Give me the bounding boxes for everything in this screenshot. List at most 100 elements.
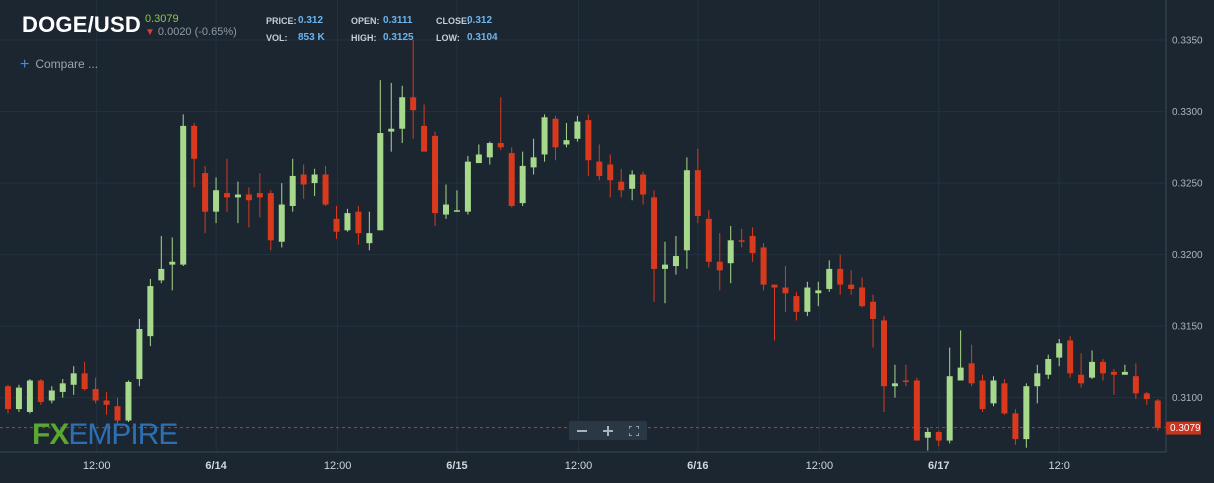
fit-button[interactable] [623, 425, 645, 436]
candle [804, 281, 811, 317]
candle [267, 190, 274, 251]
candle [1045, 354, 1052, 380]
down-arrow-icon: ▼ [145, 27, 155, 38]
candle-body [881, 320, 887, 387]
axes: 0.3100 0.3150 0.3200 0.3250 0.3300 0.3350 12:0… [0, 0, 1203, 472]
candle-body [224, 193, 230, 198]
candle [1121, 364, 1128, 375]
candle [81, 361, 88, 391]
candle-body [278, 204, 285, 242]
candle [935, 430, 942, 447]
candle [125, 380, 132, 422]
candle [1023, 383, 1030, 448]
candle-body [552, 118, 559, 148]
candle-body [169, 261, 176, 265]
candle [574, 115, 581, 142]
candle-body [1121, 371, 1128, 375]
candle-body [355, 211, 362, 234]
candle [421, 104, 428, 152]
last-price-tag [1166, 421, 1201, 435]
candle [15, 384, 22, 412]
candle [694, 148, 701, 224]
fullscreen-icon [629, 425, 639, 436]
candle [1132, 363, 1139, 400]
candle-body [213, 190, 220, 212]
compare-button[interactable]: + Compare ... [20, 56, 98, 74]
candle [169, 237, 176, 291]
candle-body [618, 181, 625, 191]
candle [1012, 409, 1019, 445]
candle-body [1045, 359, 1052, 375]
candle-body [81, 373, 88, 390]
candle-body [1132, 376, 1139, 394]
candle-body [125, 381, 132, 421]
candle [815, 281, 822, 307]
x-tick-label: 12:00 [565, 460, 593, 472]
minus-icon [577, 429, 587, 432]
candle-body [289, 175, 296, 206]
candle-body [1001, 383, 1008, 414]
candle-body [694, 170, 701, 216]
low-value: 0.3104 [467, 32, 498, 43]
candle [881, 316, 887, 412]
candle [366, 211, 373, 251]
candle-body [366, 233, 373, 244]
candle-body [727, 240, 734, 264]
candle-body [202, 173, 209, 212]
candle-body [15, 387, 22, 410]
candle-body [837, 268, 844, 285]
candle-body [1089, 361, 1096, 378]
candle [486, 141, 493, 165]
zoom-out-button[interactable] [571, 426, 593, 436]
candle [957, 330, 964, 381]
plus-icon: + [20, 56, 30, 73]
candle-body [147, 286, 154, 337]
candle [870, 294, 877, 348]
candle [683, 157, 690, 269]
x-tick-label: 6/14 [205, 460, 227, 472]
candle-body [508, 153, 515, 206]
candle [311, 168, 318, 196]
x-tick-label: 12:0 [1048, 460, 1069, 472]
candle-body [585, 120, 592, 161]
candle [913, 377, 920, 441]
plus-icon [603, 425, 613, 436]
candle [705, 210, 712, 268]
candle-body [870, 301, 877, 319]
candle-body [782, 287, 789, 294]
candle [103, 391, 110, 415]
candle [530, 138, 537, 175]
vol-label: VOL: [266, 33, 288, 43]
price-change-value: 0.0020 (-0.65%) [157, 26, 237, 38]
candle-body [913, 380, 920, 441]
candle [946, 347, 953, 444]
candle-body [267, 193, 274, 241]
candle-body [5, 386, 11, 410]
zoom-in-button[interactable] [597, 425, 619, 436]
candle [278, 183, 285, 248]
candle [256, 173, 263, 218]
candles [5, 40, 1161, 451]
candle-body [640, 174, 647, 195]
candle [1110, 369, 1117, 395]
candle-body [979, 380, 986, 410]
zoom-controls [569, 421, 647, 440]
last-price: 0.3079 [145, 13, 179, 25]
open-value: 0.3111 [383, 15, 413, 26]
candle-body [902, 380, 909, 382]
open-label: OPEN: [351, 16, 380, 26]
candle [1078, 353, 1085, 388]
candle [519, 151, 526, 206]
candle [738, 228, 745, 248]
candle [826, 260, 833, 292]
candle-body [245, 194, 252, 201]
candle [760, 243, 767, 291]
candle [618, 168, 625, 198]
candle [541, 114, 548, 162]
candle [629, 170, 636, 201]
x-tick-label: 12:00 [324, 460, 352, 472]
candle [607, 154, 614, 198]
candle-body [70, 373, 77, 385]
candle-body [541, 117, 548, 155]
candle [344, 208, 351, 232]
